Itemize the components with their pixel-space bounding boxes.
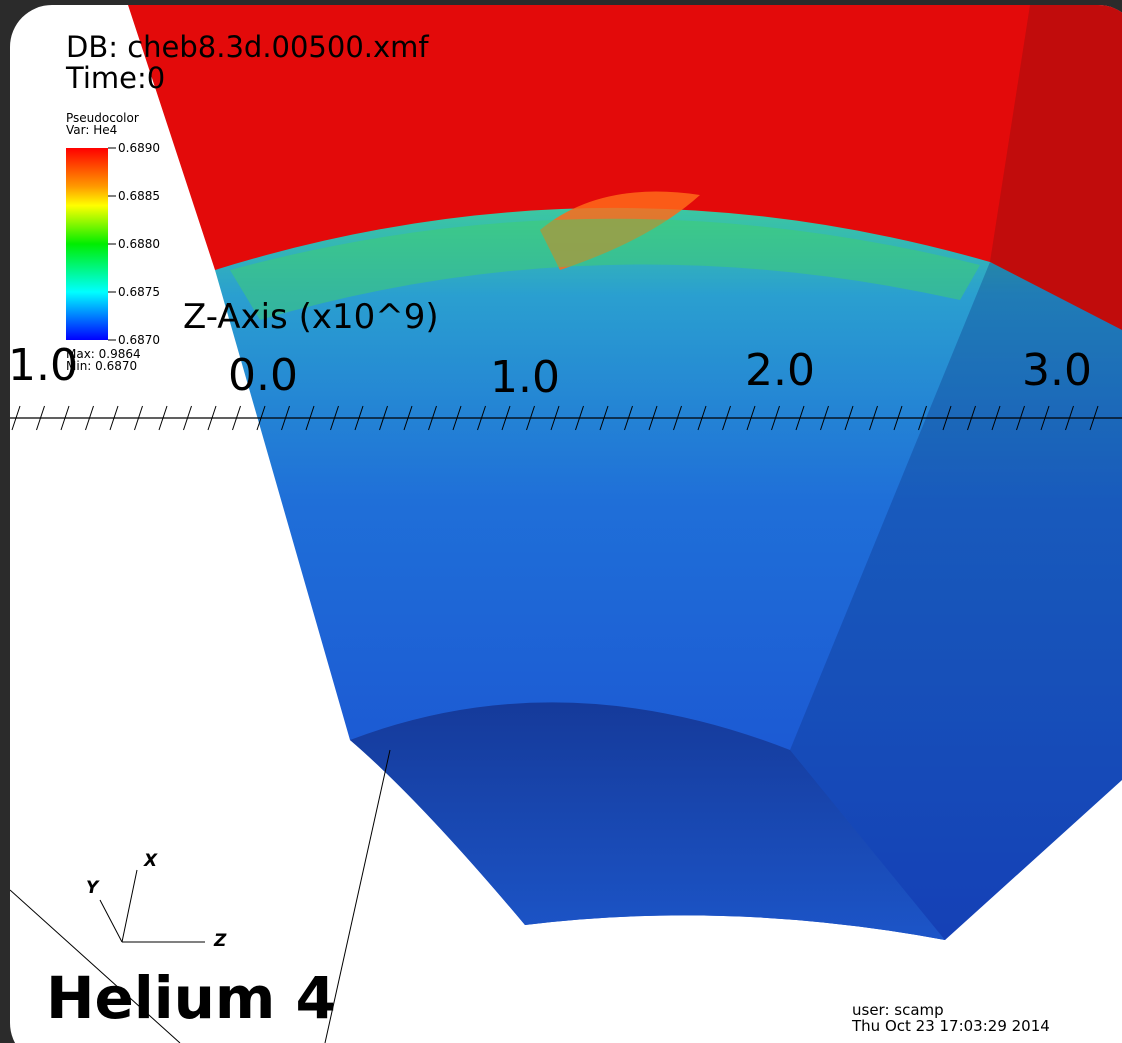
axis-label: 1.0 bbox=[8, 340, 78, 391]
colorbar-tick-label: 0.6890 bbox=[118, 141, 160, 155]
axis-label: 0.0 bbox=[228, 350, 298, 401]
colorbar bbox=[66, 148, 108, 340]
caption: Helium 4 bbox=[46, 964, 336, 1032]
footer-date: Thu Oct 23 17:03:29 2014 bbox=[851, 1017, 1050, 1035]
visualization: DB: cheb8.3d.00500.xmf Time:0 Pseudocolo… bbox=[0, 0, 1122, 1043]
axis-label: 1.0 bbox=[490, 352, 560, 403]
legend-variable: Var: He4 bbox=[66, 123, 117, 137]
database-label: DB: cheb8.3d.00500.xmf bbox=[66, 30, 429, 64]
colorbar-tick-label: 0.6885 bbox=[118, 189, 160, 203]
axis-title: Z-Axis (x10^9) bbox=[183, 297, 439, 337]
axis-label: 2.0 bbox=[745, 345, 815, 396]
colorbar-tick-label: 0.6880 bbox=[118, 237, 160, 251]
colorbar-tick-label: 0.6875 bbox=[118, 285, 160, 299]
triad-z-label: Z bbox=[213, 931, 227, 951]
time-label: Time:0 bbox=[65, 61, 165, 95]
colorbar-tick-label: 0.6870 bbox=[118, 333, 160, 347]
triad-x-label: X bbox=[143, 851, 158, 871]
triad-y-label: Y bbox=[86, 878, 100, 898]
axis-label: 3.0 bbox=[1022, 345, 1092, 396]
